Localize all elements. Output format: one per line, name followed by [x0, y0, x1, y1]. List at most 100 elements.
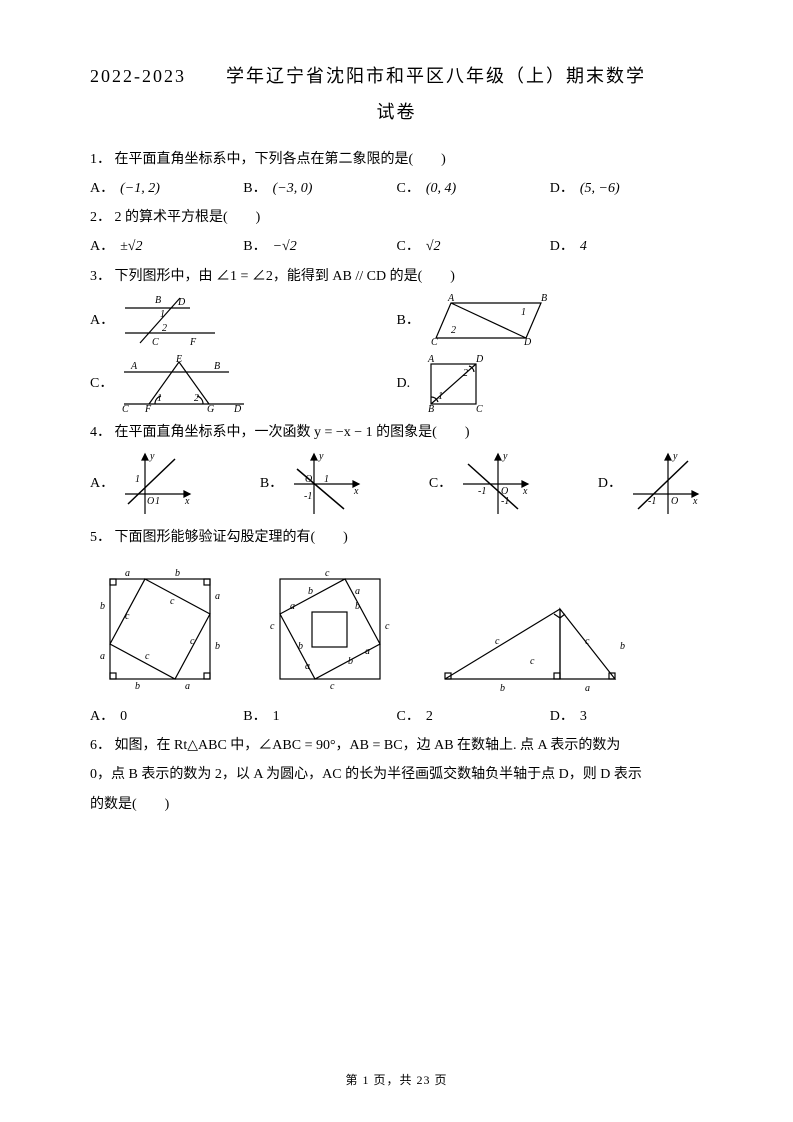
question-6-l2: 0，点 B 表示的数为 2，以 A 为圆心，AC 的长为半径画弧交数轴负半轴于点… [90, 762, 703, 787]
svg-text:1: 1 [157, 393, 162, 404]
svg-text:B: B [214, 361, 220, 372]
q4-D-label: D． [598, 471, 622, 496]
svg-text:1: 1 [521, 307, 526, 318]
svg-text:D: D [523, 337, 532, 348]
svg-text:-1: -1 [648, 496, 656, 507]
svg-text:c: c [530, 656, 535, 667]
svg-text:O: O [147, 496, 154, 507]
q1-C-val: (0, 4) [426, 176, 456, 201]
q2-D-label: D． [550, 234, 574, 259]
q5-A-val: 0 [120, 704, 127, 729]
q1-A-label: A． [90, 176, 114, 201]
q5-B-val: 1 [273, 704, 280, 729]
svg-text:y: y [502, 451, 508, 462]
svg-text:c: c [170, 596, 175, 607]
q2-num: 2． [90, 210, 111, 225]
q2-options: A．±√2 B．−√2 C．√2 D．4 [90, 234, 703, 259]
svg-text:b: b [298, 641, 303, 652]
page-footer: 第 1 页，共 23 页 [0, 1070, 793, 1092]
q2-A-val: ±√2 [120, 234, 142, 259]
question-5: 5． 下面图形能够验证勾股定理的有( ) [90, 525, 703, 550]
svg-text:x: x [353, 486, 359, 497]
svg-text:a: a [215, 591, 220, 602]
q3-B-label: B． [397, 308, 420, 333]
q4-num: 4． [90, 425, 111, 440]
q5-C-label: C． [397, 704, 420, 729]
q5-A-label: A． [90, 704, 114, 729]
q3-D-label: D. [397, 371, 411, 396]
svg-text:a: a [125, 568, 130, 579]
svg-text:b: b [348, 656, 353, 667]
svg-text:b: b [500, 683, 505, 694]
svg-text:b: b [620, 641, 625, 652]
q4-A-label: A． [90, 471, 114, 496]
svg-text:c: c [585, 636, 590, 647]
svg-text:1: 1 [324, 474, 329, 485]
q6-text-l2: 0，点 B 表示的数为 2，以 A 为圆心，AC 的长为半径画弧交数轴负半轴于点… [90, 767, 642, 782]
question-2: 2． 2 的算术平方根是( ) [90, 205, 703, 230]
q3-figure-d: A D B C 1 2 [416, 354, 496, 414]
q2-B-val: −√2 [273, 234, 297, 259]
svg-text:1: 1 [160, 309, 165, 320]
q2-text: 2 的算术平方根是( ) [115, 210, 261, 225]
q4-figure-d: yx O -1 [628, 449, 703, 519]
q4-figure-a: yx O 11 [120, 449, 195, 519]
svg-text:A: A [427, 354, 435, 365]
svg-text:c: c [125, 611, 130, 622]
q5-figure-1: ab ab ab ab cc cc [90, 564, 230, 694]
q3-row2: C． A B E C F G D 1 2 D. A D B C 1 2 [90, 354, 703, 414]
svg-text:b: b [308, 586, 313, 597]
q1-options: A．(−1, 2) B．(−3, 0) C．(0, 4) D．(5, −6) [90, 176, 703, 201]
svg-text:y: y [318, 451, 324, 462]
svg-text:c: c [330, 681, 335, 692]
q6-num: 6． [90, 738, 111, 753]
q4-figure-b: yx O 1-1 [289, 449, 364, 519]
svg-text:a: a [290, 601, 295, 612]
svg-text:2: 2 [162, 323, 167, 334]
q5-D-label: D． [550, 704, 574, 729]
svg-text:a: a [355, 586, 360, 597]
q6-text-l3: 的数是( ) [90, 797, 169, 812]
page-title-line1: 2022-2023 学年辽宁省沈阳市和平区八年级（上）期末数学 [90, 60, 703, 92]
q3-C-label: C． [90, 371, 113, 396]
svg-text:b: b [355, 601, 360, 612]
svg-text:1: 1 [155, 496, 160, 507]
svg-text:E: E [175, 354, 182, 365]
q1-num: 1． [90, 152, 111, 167]
svg-text:A: A [447, 293, 455, 304]
svg-text:a: a [365, 646, 370, 657]
svg-text:2: 2 [194, 393, 199, 404]
q4-figure-c: yx O -1-1 [458, 449, 533, 519]
question-3: 3． 下列图形中，由 ∠1 = ∠2，能得到 AB // CD 的是( ) [90, 264, 703, 289]
svg-text:F: F [189, 337, 197, 348]
q1-text: 在平面直角坐标系中，下列各点在第二象限的是( ) [115, 152, 446, 167]
svg-text:c: c [270, 621, 275, 632]
q4-C-label: C． [429, 471, 452, 496]
q4-row: A． yx O 11 B． yx O 1-1 C． yx O -1-1 [90, 449, 703, 519]
q6-text-l1: 如图，在 Rt△ABC 中，∠ABC = 90°，AB = BC，边 AB 在数… [115, 738, 621, 753]
svg-text:F: F [144, 404, 152, 414]
svg-text:c: c [145, 651, 150, 662]
q2-A-label: A． [90, 234, 114, 259]
svg-text:a: a [100, 651, 105, 662]
q1-A-val: (−1, 2) [120, 176, 160, 201]
svg-text:1: 1 [135, 474, 140, 485]
svg-text:b: b [175, 568, 180, 579]
svg-text:O: O [671, 496, 678, 507]
svg-text:a: a [185, 681, 190, 692]
svg-text:-1: -1 [478, 486, 486, 497]
svg-text:D: D [233, 404, 242, 414]
svg-text:G: G [207, 404, 214, 414]
q1-D-label: D． [550, 176, 574, 201]
q4-B-label: B． [260, 471, 283, 496]
svg-text:D: D [475, 354, 484, 365]
q2-B-label: B． [243, 234, 266, 259]
svg-text:O: O [305, 474, 312, 485]
svg-text:A: A [130, 361, 138, 372]
svg-text:1: 1 [438, 391, 443, 402]
q5-options: A．0 B．1 C．2 D．3 [90, 704, 703, 729]
q2-C-label: C． [397, 234, 420, 259]
svg-text:b: b [100, 601, 105, 612]
svg-text:C: C [122, 404, 129, 414]
svg-text:2: 2 [451, 325, 456, 336]
